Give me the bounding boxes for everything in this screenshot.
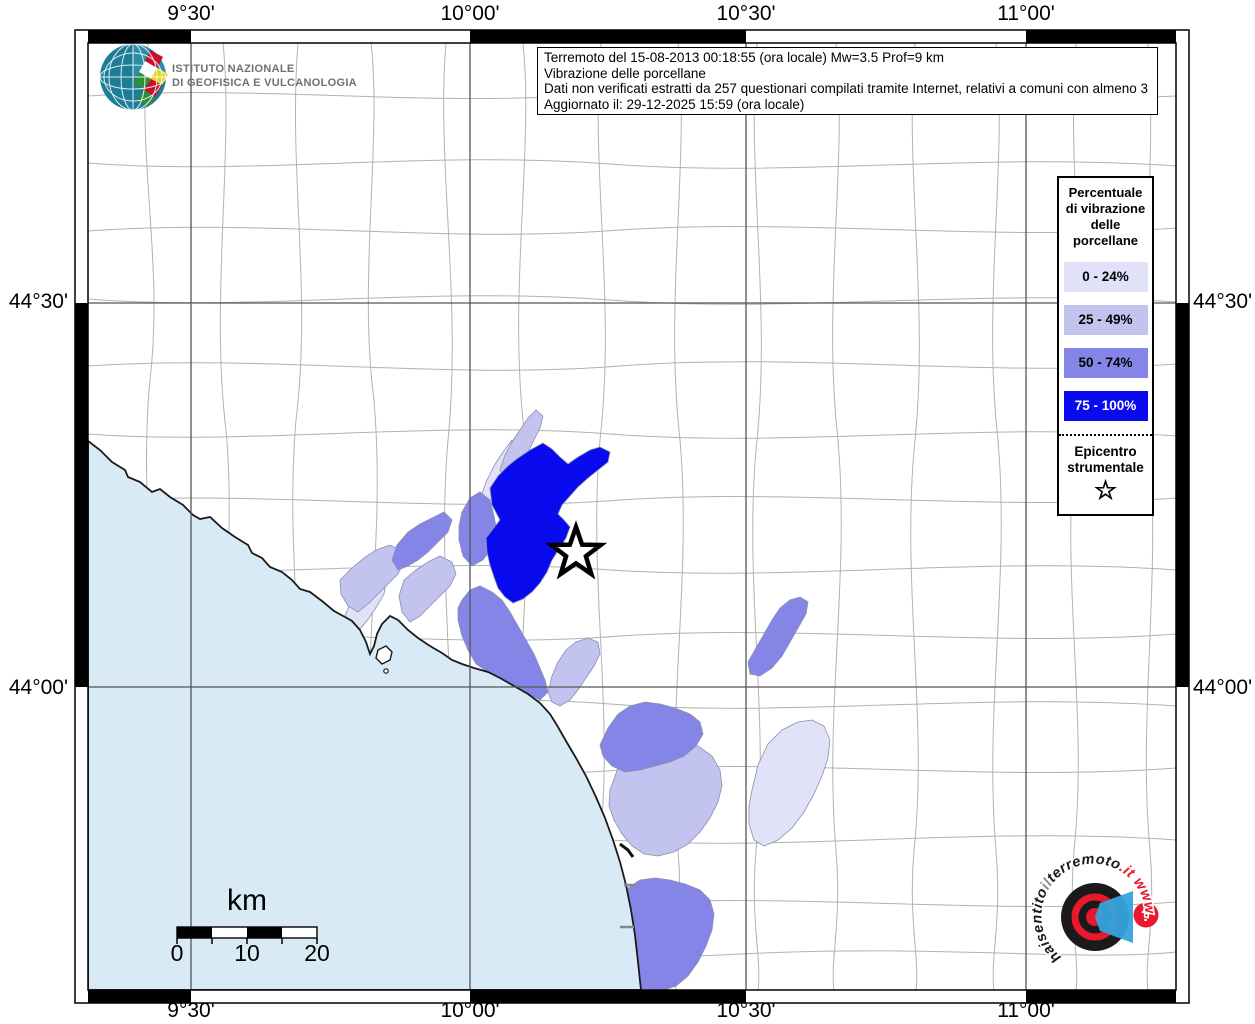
question-mark-icon: ? bbox=[1141, 906, 1151, 925]
axis-label-top-2: 10°00' bbox=[440, 2, 500, 25]
legend-epicenter-line-2: strumentale bbox=[1067, 460, 1144, 475]
event-info-line-2: Vibrazione delle porcellane bbox=[544, 65, 706, 81]
legend-title-line-1: Percentuale bbox=[1068, 185, 1143, 200]
ingv-globe-icon bbox=[99, 43, 168, 111]
ingv-logo-line-2: DI GEOFISICA E VULCANOLOGIA bbox=[172, 77, 357, 89]
ingv-logo-text: ISTITUTO NAZIONALE DI GEOFISICA E VULCAN… bbox=[172, 62, 357, 90]
sea bbox=[88, 439, 642, 990]
map-interior: ? haisentitoilterremoto.it www. bbox=[88, 43, 1176, 990]
legend-swatch-25-49: 25 - 49% bbox=[1063, 305, 1148, 335]
breakwater bbox=[619, 842, 635, 858]
scale-bar-tick-10: 10 bbox=[234, 940, 260, 966]
axis-label-bottom-1: 9°30' bbox=[167, 999, 215, 1022]
island bbox=[375, 645, 393, 665]
event-info-line-4: Aggiornato il: 29-12-2025 15:59 (ora loc… bbox=[544, 96, 805, 112]
epicenter-star-icon: ☆ bbox=[1093, 475, 1118, 505]
graticule bbox=[88, 43, 1176, 990]
legend: Percentuale di vibrazione delle porcella… bbox=[1057, 176, 1154, 516]
axis-label-top-3: 10°30' bbox=[716, 2, 776, 25]
map-frame bbox=[74, 29, 1190, 1004]
scale-bar bbox=[176, 926, 318, 944]
sound-cone bbox=[1095, 891, 1133, 943]
legend-swatch-50-74: 50 - 74% bbox=[1063, 348, 1148, 378]
question-badge bbox=[1133, 902, 1159, 928]
axis-label-bottom-3: 10°30' bbox=[716, 999, 776, 1022]
intensity-75-100-polygon bbox=[485, 442, 611, 604]
ingv-logo-line-1: ISTITUTO NAZIONALE bbox=[172, 63, 295, 75]
axis-label-bottom-2: 10°00' bbox=[440, 999, 500, 1022]
legend-title-line-4: porcellane bbox=[1072, 233, 1139, 248]
event-info-line-1: Terremoto del 15-08-2013 00:18:55 (ora l… bbox=[544, 50, 944, 65]
legend-title-line-2: di vibrazione bbox=[1065, 201, 1146, 216]
legend-swatch-75-100: 75 - 100% bbox=[1063, 391, 1148, 421]
epicenter-star bbox=[544, 520, 608, 580]
intensity-polygons bbox=[339, 409, 831, 990]
axis-label-left-1: 44°30' bbox=[8, 290, 68, 313]
axis-label-top-1: 9°30' bbox=[167, 2, 215, 25]
islet bbox=[383, 668, 389, 674]
axis-label-bottom-4: 11°00' bbox=[997, 999, 1055, 1022]
legend-divider bbox=[1059, 434, 1152, 436]
legend-title-line-3: delle bbox=[1090, 217, 1121, 232]
event-info-line-3: Dati non verificati estratti da 257 ques… bbox=[544, 81, 1151, 96]
legend-swatch-0-24: 0 - 24% bbox=[1063, 262, 1148, 292]
event-info-box: Terremoto del 15-08-2013 00:18:55 (ora l… bbox=[537, 47, 1158, 115]
axis-label-right-2: 44°00' bbox=[1193, 676, 1253, 699]
axis-label-right-1: 44°30' bbox=[1193, 290, 1253, 313]
scale-bar-tick-0: 0 bbox=[170, 940, 184, 966]
axis-label-left-2: 44°00' bbox=[8, 676, 68, 699]
scale-bar-tick-20: 20 bbox=[304, 940, 330, 966]
legend-epicenter-line-1: Epicentro bbox=[1074, 444, 1137, 459]
axis-label-top-4: 11°00' bbox=[997, 2, 1055, 25]
intensity-50-74-polygons bbox=[391, 491, 809, 990]
scale-bar-unit: km bbox=[227, 884, 267, 917]
